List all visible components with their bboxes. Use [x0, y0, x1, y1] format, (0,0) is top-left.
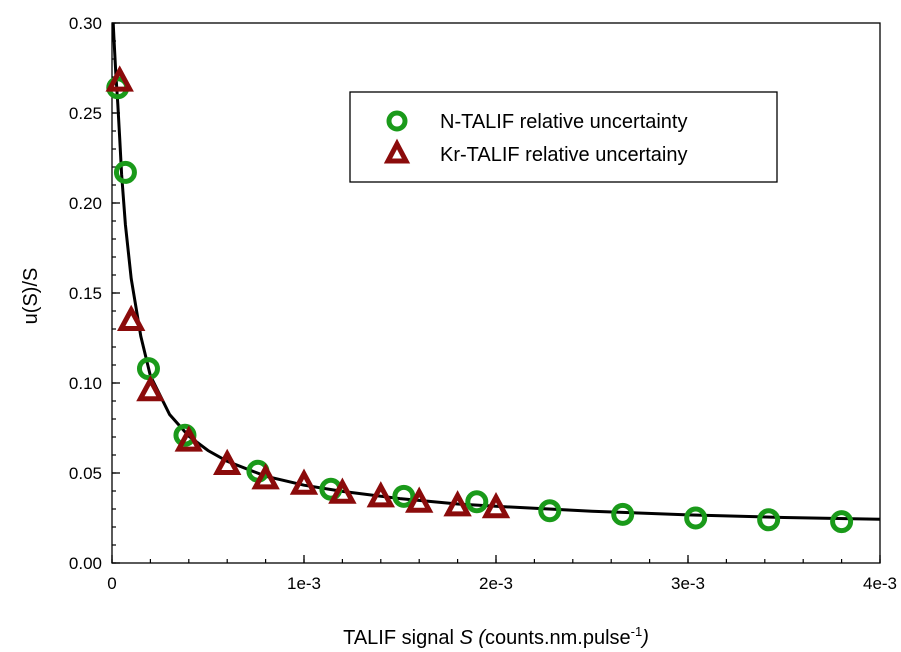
x-axis: 0 1e-3 2e-3 3e-3 4e-3 — [107, 555, 897, 593]
x-tick-label: 3e-3 — [671, 574, 705, 593]
n-talif-point — [684, 506, 708, 530]
x-axis-title-exponent: -1 — [631, 624, 643, 639]
y-tick-label: 0.10 — [69, 374, 102, 393]
x-axis-title-paren-close: ) — [640, 627, 649, 649]
series-layer — [105, 65, 854, 534]
kr-talif-point — [443, 490, 472, 517]
n-talif-point — [392, 484, 416, 508]
legend-box — [349, 91, 778, 183]
x-axis-title-paren-open: ( — [473, 627, 488, 649]
x-axis-title-prefix: TALIF signal — [343, 627, 459, 649]
y-tick-label: 0.00 — [69, 554, 102, 573]
y-axis-title: u(S)/S — [20, 268, 42, 325]
n-talif-point — [113, 160, 137, 184]
n-talif-point — [465, 490, 489, 514]
x-axis-title-units: counts.nm.pulse — [485, 627, 631, 649]
legend-marker-triangle — [383, 138, 411, 164]
y-tick-label: 0.30 — [69, 14, 102, 33]
kr-talif-point — [213, 448, 242, 475]
y-tick-label: 0.25 — [69, 104, 102, 123]
n-talif-point — [611, 502, 635, 526]
n-talif-point — [830, 510, 854, 534]
x-tick-label: 1e-3 — [287, 574, 321, 593]
x-tick-label: 4e-3 — [863, 574, 897, 593]
y-tick-label: 0.15 — [69, 284, 102, 303]
kr-talif-point — [481, 491, 511, 519]
legend-label-n-talif: N-TALIF relative uncertainty — [440, 111, 688, 133]
x-axis-title-symbol: S — [459, 627, 473, 649]
x-tick-label: 0 — [107, 574, 116, 593]
legend-marker-circle — [386, 110, 408, 132]
legend: N-TALIF relative uncertainty Kr-TALIF re… — [349, 91, 778, 183]
legend-label-kr-talif: Kr-TALIF relative uncertainy — [440, 144, 688, 166]
y-tick-label: 0.05 — [69, 464, 102, 483]
kr-talif-point — [136, 374, 165, 402]
kr-talif-point — [251, 463, 280, 490]
kr-talif-point — [289, 468, 319, 495]
kr-talif-point — [174, 425, 203, 452]
kr-talif-point — [117, 304, 146, 331]
x-axis-title: TALIF signal S (counts.nm.pulse-1) — [343, 624, 649, 649]
kr-talif-point — [328, 477, 357, 504]
plot-area — [105, 22, 881, 534]
y-tick-label: 0.20 — [69, 194, 102, 213]
kr-talif-point — [366, 481, 395, 508]
kr-talif-point — [105, 65, 134, 92]
x-tick-label: 2e-3 — [479, 574, 513, 593]
n-talif-point — [757, 508, 781, 532]
n-talif-point — [136, 357, 160, 381]
n-talif-point — [538, 499, 562, 523]
kr-talif-point — [405, 486, 434, 513]
